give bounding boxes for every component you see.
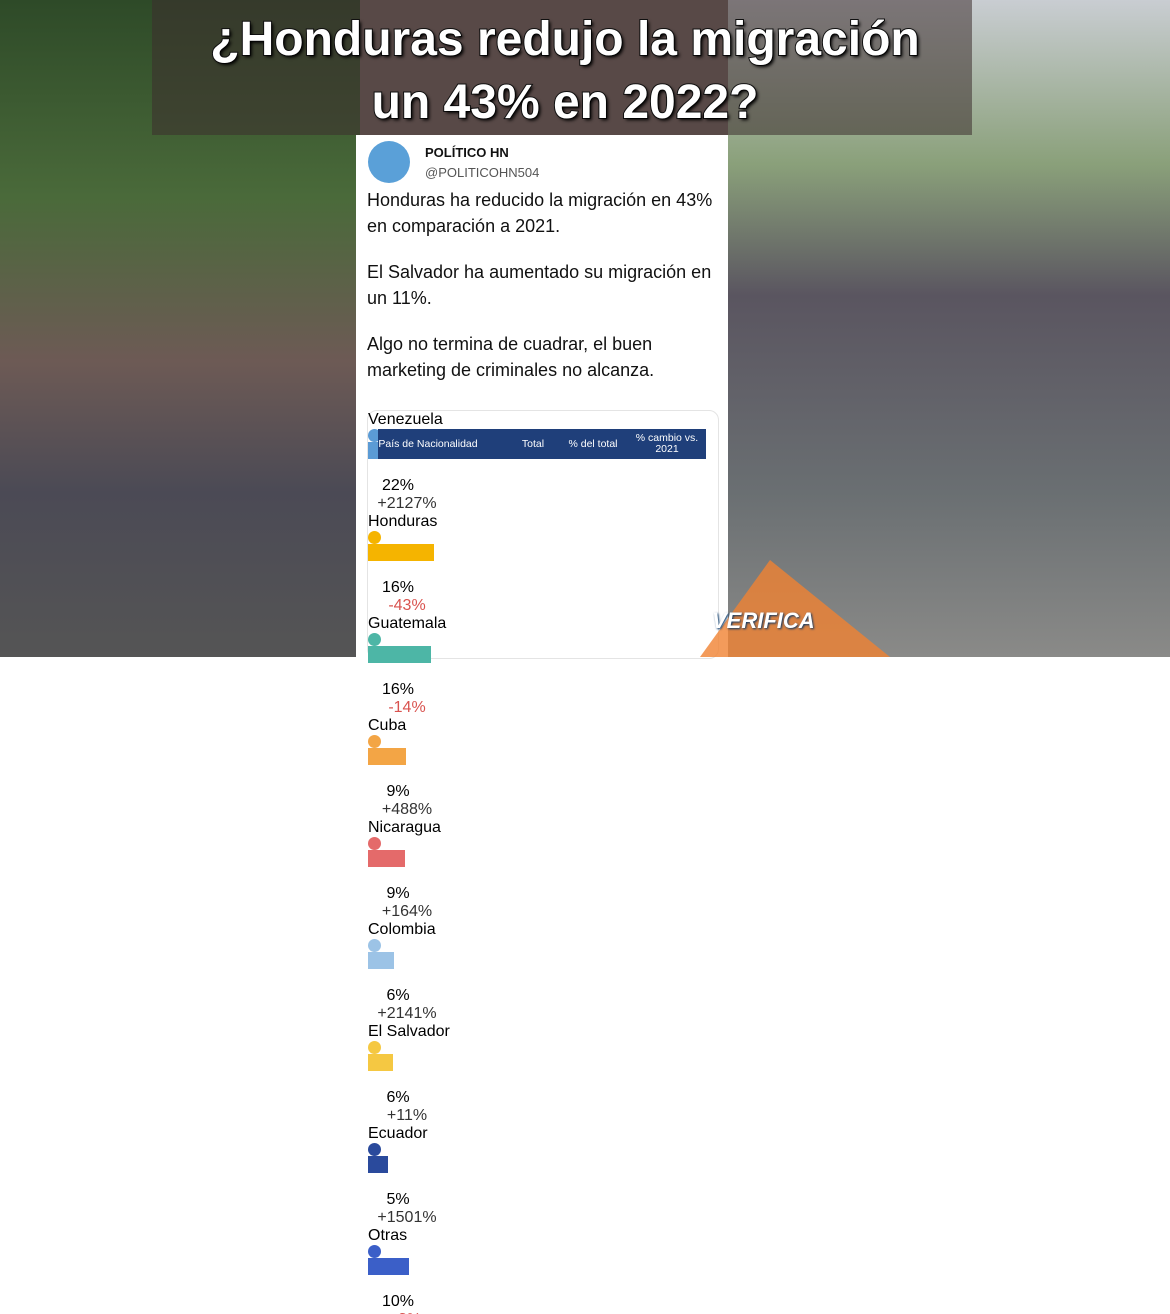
title-box: [152, 0, 972, 135]
column-header: Total: [521, 437, 545, 450]
flag: [368, 1143, 381, 1156]
total: 27.245: [368, 1071, 417, 1088]
total-bar: [368, 1258, 409, 1275]
share: 16%: [381, 579, 415, 596]
column-header: % del total: [568, 437, 618, 450]
paragraph: Honduras ha reducido la migración en 43%…: [367, 190, 713, 236]
change: +164%: [381, 903, 433, 920]
share: 10%: [381, 1293, 415, 1310]
share: 6%: [386, 1089, 410, 1106]
change: +2127%: [377, 495, 437, 512]
flag: [368, 837, 381, 850]
country: Venezuela: [368, 411, 443, 428]
country: El Salvador: [368, 1023, 450, 1040]
table-row: Venezuela 97.078 22% +2127%: [368, 411, 718, 513]
title-line: un 43% en 2022?: [371, 75, 760, 130]
table-row: El Salvador 27.245 6% +11%: [368, 1023, 718, 1125]
total: 72.928: [368, 561, 417, 578]
paragraph: Algo no termina de cuadrar, el buen mark…: [367, 334, 655, 380]
avatar: [368, 141, 410, 183]
share: 5%: [386, 1191, 410, 1208]
change: +1501%: [377, 1209, 437, 1226]
column-header: % cambio vs. 2021: [635, 432, 699, 455]
table-row: Cuba 41.475 9% +488%: [368, 717, 718, 819]
flag: [368, 633, 381, 646]
total: 97.078: [368, 459, 417, 476]
column-header: País de Nacionalidad: [378, 437, 478, 450]
total: 44.939: [368, 1275, 417, 1292]
total-bar: [368, 952, 394, 969]
change: +2141%: [377, 1005, 437, 1022]
share: 6%: [386, 987, 410, 1004]
country: Colombia: [368, 921, 436, 938]
flag: [368, 429, 381, 442]
paragraph: El Salvador ha aumentado su migración en…: [367, 262, 712, 308]
total: 40.825: [368, 867, 417, 884]
table-image: País de Nacionalidad Total % del total % ca…: [367, 410, 719, 1314]
tweet-handle: @POLITICOHN504: [425, 165, 540, 180]
total: 41.475: [368, 765, 417, 782]
total-bar: [368, 1156, 389, 1173]
total-bar: [368, 850, 405, 867]
tweet-card: POLÍTICO HN @POLITICOHN504 Honduras ha r…: [356, 135, 728, 1314]
country: Otras: [368, 1227, 408, 1244]
country: Ecuador: [368, 1125, 428, 1142]
table-row: Colombia 28.278 6% +2141%: [368, 921, 718, 1023]
table-row: Guatemala 69.515 16% -14%: [368, 615, 718, 717]
change: -3%: [368, 1311, 446, 1314]
flag: [368, 939, 381, 952]
change: -14%: [388, 699, 426, 716]
share: 22%: [381, 477, 415, 494]
total: 69.515: [368, 663, 417, 680]
tweet-text: Honduras ha reducido la migración en 43%…: [367, 187, 722, 403]
total-bar: [368, 748, 406, 765]
share: 9%: [386, 783, 410, 800]
total-bar: [368, 544, 435, 561]
country: Guatemala: [368, 615, 447, 632]
table-row: Ecuador 22.156 5% +1501%: [368, 1125, 718, 1227]
flag: [368, 531, 381, 544]
change: +488%: [381, 801, 433, 818]
logo-shape: [700, 560, 890, 657]
flag: [368, 1041, 381, 1054]
total-bar: [368, 646, 431, 663]
total: 28.278: [368, 969, 417, 986]
flag: [368, 735, 381, 748]
total-bar: [368, 1054, 393, 1071]
country: Cuba: [368, 717, 407, 734]
tweet-name: POLÍTICO HN: [425, 145, 509, 160]
country: Honduras: [368, 513, 438, 530]
title-line: ¿Honduras redujo la migración: [209, 12, 920, 67]
table-row: Honduras 72.928 16% -43%: [368, 513, 718, 615]
share: 9%: [386, 885, 410, 902]
table-header: País de Nacionalidad Total % del total % ca…: [378, 429, 706, 459]
logo: VERIFICA: [712, 608, 815, 633]
country: Nicaragua: [368, 819, 441, 836]
share: 16%: [381, 681, 415, 698]
table-row: Nicaragua 40.825 9% +164%: [368, 819, 718, 921]
flag: [368, 1245, 381, 1258]
change: -43%: [388, 597, 426, 614]
change: +11%: [386, 1107, 428, 1124]
total: 22.156: [368, 1173, 417, 1190]
